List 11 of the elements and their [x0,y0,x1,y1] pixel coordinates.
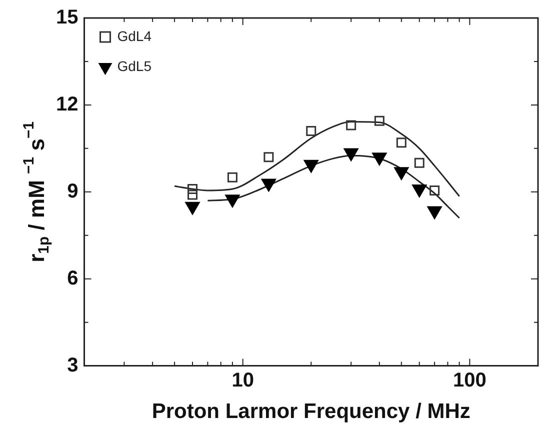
y-tick-label: 15 [56,6,78,29]
x-axis-title: Proton Larmor Frequency / MHz [152,400,470,424]
x-tick-label: 10 [232,369,254,392]
legend-label: GdL4 [117,28,152,44]
y-tick-label: 9 [67,180,78,202]
y-tick-label: 3 [67,354,78,376]
y-tick-label: 6 [67,267,78,290]
legend-label: GdL5 [117,58,152,74]
y-axis-title: r1p / mM −1 s−1 [20,121,53,262]
y-tick-label: 12 [56,93,78,116]
x-tick-label: 100 [453,369,486,392]
